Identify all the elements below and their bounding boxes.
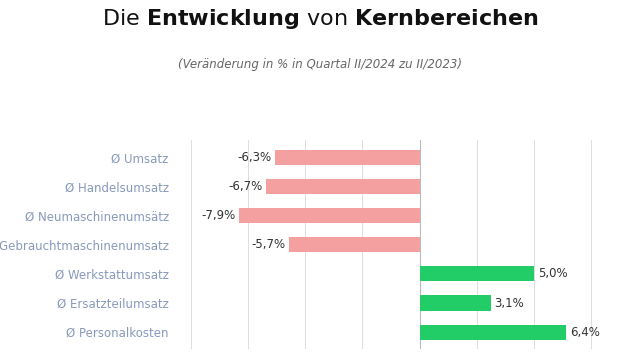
Bar (289, 237, 420, 252)
Text: -6,3%: -6,3% (238, 151, 272, 164)
Text: Die $\bf{Entwicklung}$ von $\bf{Kernbereichen}$: Die $\bf{Entwicklung}$ von $\bf{Kernbere… (102, 7, 538, 31)
Text: (Veränderung in % in Quartal II/2024 zu II/2023): (Veränderung in % in Quartal II/2024 zu … (178, 58, 462, 71)
Bar (420, 266, 534, 282)
Text: 6,4%: 6,4% (570, 326, 600, 339)
Text: -7,9%: -7,9% (201, 209, 236, 222)
Text: -6,7%: -6,7% (228, 180, 263, 193)
Bar (266, 179, 420, 194)
Bar (420, 325, 566, 340)
Bar (275, 150, 420, 165)
Bar (420, 296, 491, 311)
Text: -5,7%: -5,7% (252, 238, 285, 251)
Text: 3,1%: 3,1% (494, 297, 524, 310)
Text: 5,0%: 5,0% (538, 267, 567, 280)
Bar (239, 208, 420, 223)
